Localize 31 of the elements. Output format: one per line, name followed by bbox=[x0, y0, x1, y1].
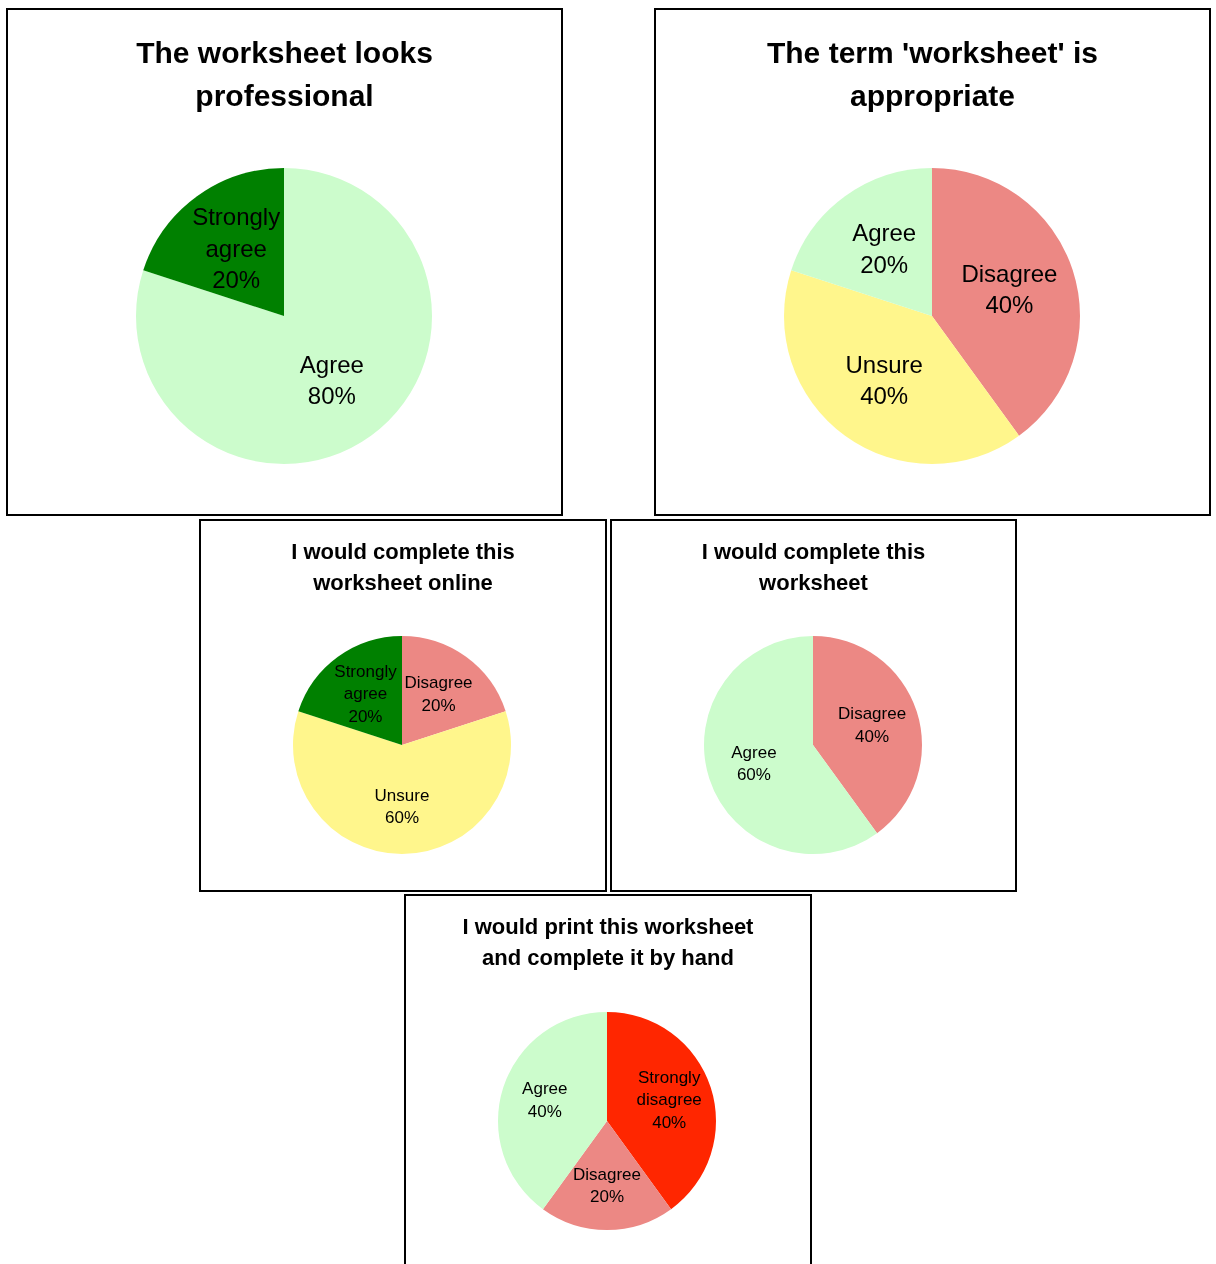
slice-label: Agree bbox=[522, 1079, 568, 1099]
slice-label: Strongly disagree bbox=[636, 1068, 702, 1110]
chart-title: I would complete this worksheet online bbox=[290, 538, 516, 597]
data-label: 20% bbox=[348, 706, 383, 726]
slice-label: Agree bbox=[731, 742, 777, 762]
data-label: 40% bbox=[855, 726, 890, 746]
slice-label: Unsure bbox=[374, 785, 430, 805]
slice-label: Strongly agree bbox=[192, 203, 281, 262]
data-label: 20% bbox=[589, 1187, 625, 1207]
data-label: 20% bbox=[212, 266, 261, 294]
data-label: 20% bbox=[421, 695, 456, 715]
slice-label: Strongly agree bbox=[334, 661, 398, 704]
slice-label: Disagree bbox=[961, 259, 1058, 287]
data-label: 40% bbox=[985, 291, 1034, 319]
slice-label: Disagree bbox=[572, 1164, 642, 1184]
slice-label: Unsure bbox=[845, 350, 923, 378]
data-label: 40% bbox=[652, 1112, 687, 1132]
data-label: 40% bbox=[860, 382, 909, 410]
data-label: 60% bbox=[384, 808, 420, 828]
data-label: 60% bbox=[736, 765, 771, 785]
slice-label: Disagree bbox=[838, 704, 907, 724]
chart-title: The term 'worksheet' is appropriate bbox=[765, 35, 1099, 114]
chart-title: I would complete this worksheet bbox=[700, 538, 927, 597]
data-label: 20% bbox=[860, 250, 909, 278]
slice-label: Agree bbox=[852, 218, 917, 246]
chart-title: I would print this worksheet and complete it by hand bbox=[461, 913, 755, 972]
data-label: 40% bbox=[527, 1101, 562, 1121]
slice-label: Agree bbox=[299, 350, 364, 378]
chart-title: The worksheet looks professional bbox=[135, 35, 434, 114]
data-label: 80% bbox=[307, 382, 356, 410]
slice-label: Disagree bbox=[404, 673, 473, 693]
